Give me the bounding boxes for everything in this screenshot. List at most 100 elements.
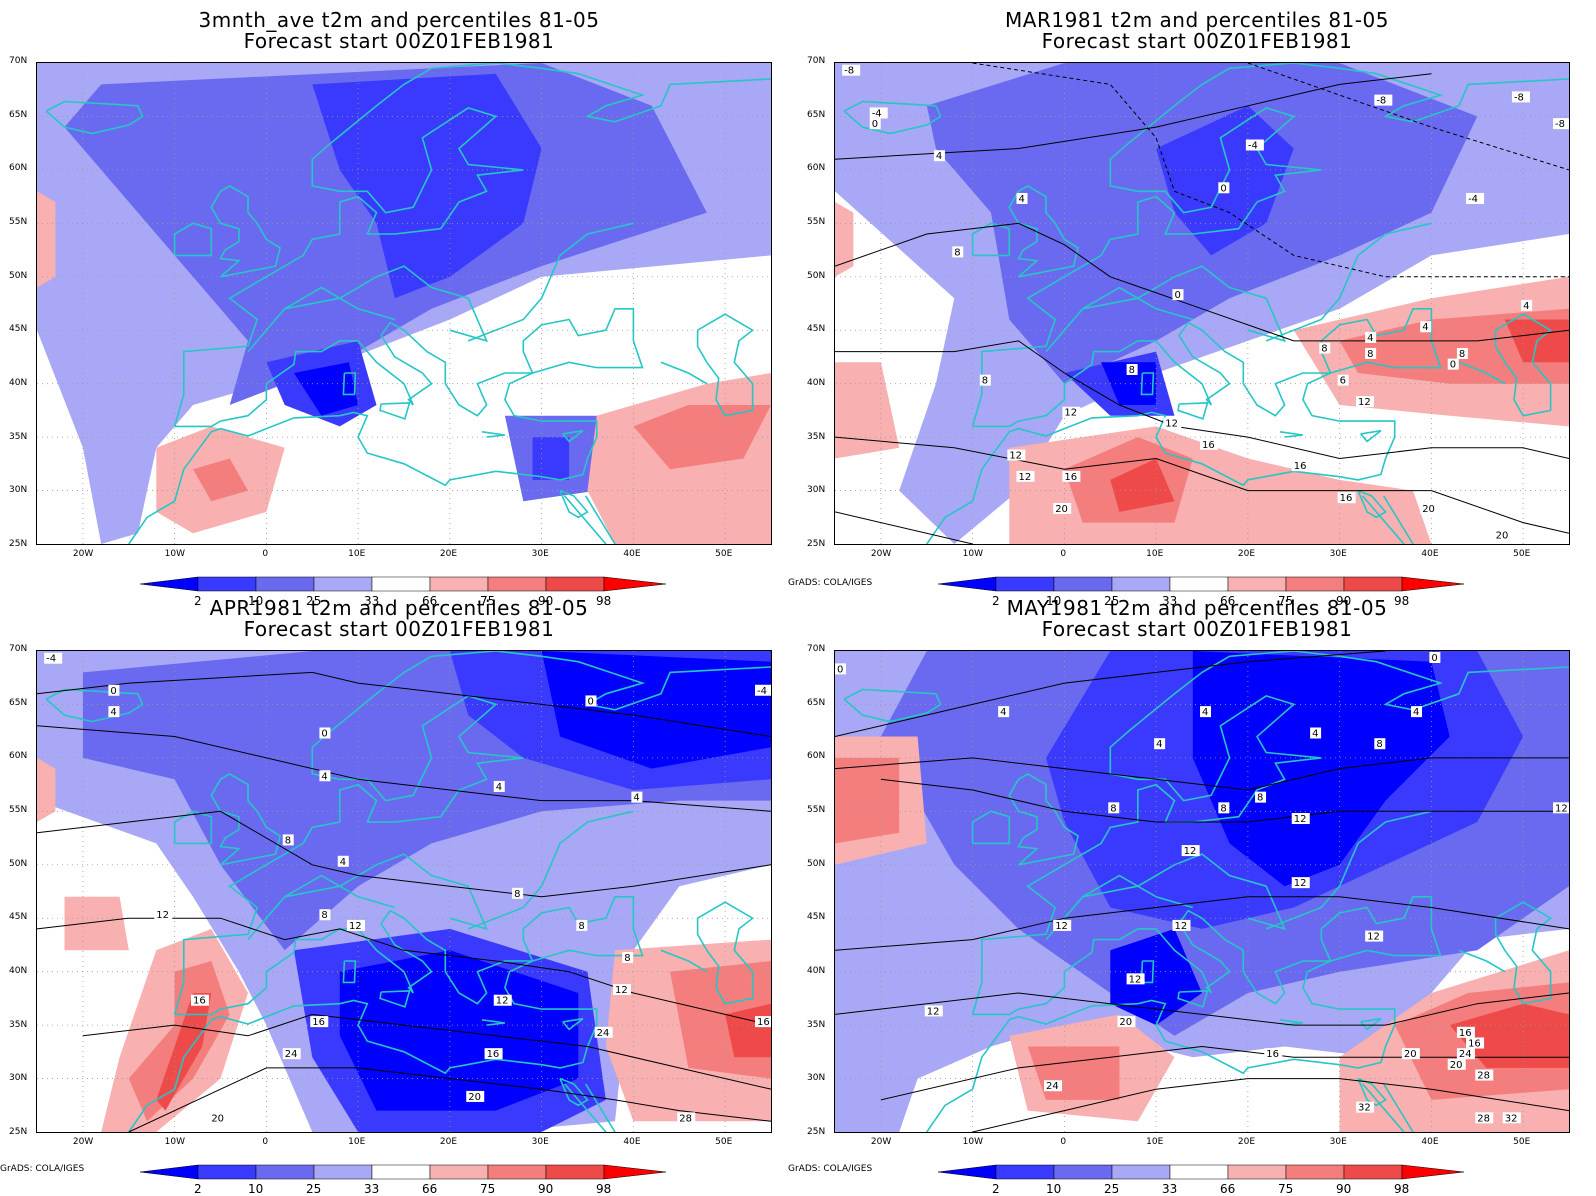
contour-label: 4 bbox=[1422, 322, 1428, 333]
contour-label-bg bbox=[1245, 139, 1264, 151]
colorbar-tick-label: 90 bbox=[538, 594, 554, 608]
colorbar-arrow-right bbox=[603, 1164, 667, 1180]
contour-label: 16 bbox=[312, 1017, 325, 1028]
contour-label: 0 bbox=[1431, 653, 1437, 664]
coastline bbox=[1360, 1017, 1382, 1031]
contour-label: 16 bbox=[193, 996, 206, 1007]
panel-3mnth-ave: 3mnth_ave t2m and percentiles 81-05 Fore… bbox=[0, 0, 798, 608]
lon-label: 20W bbox=[72, 549, 94, 559]
shade-p66 bbox=[64, 896, 129, 951]
contour-label: 4 bbox=[1367, 333, 1373, 344]
contour-labels: -4 -4 0 0 0 4 4 4 4 4 8 8 8 8 8 12 12 12 12 16 16 16 16 20 20 24 2… bbox=[44, 652, 771, 1124]
contour-label-bg bbox=[594, 1026, 613, 1038]
coastline bbox=[1265, 222, 1432, 342]
contour-label-bg bbox=[1291, 877, 1310, 889]
lon-label: 40E bbox=[623, 1137, 641, 1147]
contour-label: 8 bbox=[1321, 344, 1327, 355]
panel-subtitle: Forecast start 00Z01FEB1981 bbox=[243, 29, 555, 53]
contour-label-bg bbox=[1502, 1112, 1521, 1124]
colorbar-segment bbox=[1169, 1164, 1229, 1180]
contour-label-bg bbox=[1310, 727, 1322, 739]
coastline bbox=[696, 901, 755, 1005]
lon-label: 20E bbox=[1237, 1137, 1256, 1147]
lat-label: 50N bbox=[9, 858, 28, 869]
colorbar-arrow-left bbox=[140, 1164, 199, 1180]
contour-label-bg bbox=[1466, 1037, 1485, 1049]
contour-label: 4 bbox=[633, 793, 639, 804]
contour-label: 20 bbox=[1404, 1049, 1417, 1060]
panel-apr1981: APR1981 t2m and percentiles 81-05 Foreca… bbox=[0, 588, 798, 1196]
contour-label-bg bbox=[1456, 1048, 1475, 1060]
lon-label: 20E bbox=[439, 1137, 458, 1147]
contour-line bbox=[835, 436, 1569, 534]
contour-label-bg bbox=[1456, 347, 1468, 359]
coastline bbox=[843, 100, 942, 135]
contour-label: 8 bbox=[321, 910, 327, 921]
colorbar-segment bbox=[313, 1164, 373, 1180]
contour-label-bg bbox=[337, 855, 349, 867]
colorbar-tick-label: 10 bbox=[248, 594, 264, 608]
coastline bbox=[696, 313, 755, 417]
shade-p2 bbox=[541, 651, 771, 769]
contour-label-bg bbox=[154, 909, 173, 921]
contour-label: 4 bbox=[496, 782, 502, 793]
lat-label: 30N bbox=[807, 1073, 826, 1084]
contour-label-bg bbox=[842, 64, 861, 76]
contour-label-bg bbox=[1475, 1069, 1494, 1081]
contour-line bbox=[835, 757, 1569, 791]
coastlines bbox=[45, 651, 771, 1132]
colorbar-tick-label: 25 bbox=[1104, 1182, 1120, 1196]
colorbar bbox=[938, 576, 1465, 592]
contour-label: 16 bbox=[1468, 1038, 1481, 1049]
contour-label-bg bbox=[282, 834, 294, 846]
coastline bbox=[342, 960, 357, 984]
coastline bbox=[173, 63, 771, 427]
contour-label-bg bbox=[835, 663, 846, 675]
contour-label-bg bbox=[108, 684, 120, 696]
colorbar-tick-label: 75 bbox=[480, 594, 496, 608]
contour-label: 0 bbox=[1450, 360, 1456, 371]
coastline bbox=[481, 1019, 506, 1026]
lon-label: 10E bbox=[1146, 549, 1164, 559]
contour-label: 28 bbox=[679, 1113, 692, 1124]
lon-label: 10W bbox=[164, 549, 185, 559]
coastline bbox=[210, 772, 282, 866]
contour-label-bg bbox=[869, 118, 881, 130]
shade-p75 bbox=[193, 458, 248, 502]
lat-label: 25N bbox=[807, 539, 826, 549]
contour-line bbox=[835, 222, 1569, 342]
colorbar-tick-label: 66 bbox=[1220, 594, 1236, 608]
contour-label-bg bbox=[1117, 1016, 1136, 1028]
lon-label: 30E bbox=[531, 1137, 549, 1147]
colorbar-segment bbox=[995, 1164, 1055, 1180]
shade-p2 bbox=[293, 362, 359, 416]
coastline bbox=[562, 1017, 584, 1031]
contour-label: 20 bbox=[211, 1113, 224, 1124]
colorbar-segment bbox=[1227, 1164, 1287, 1180]
grads-credit: GrADS: COLA/IGES bbox=[788, 1164, 873, 1174]
contour-line bbox=[37, 725, 771, 812]
lon-label: 10E bbox=[348, 1137, 366, 1147]
contour-label-bg bbox=[466, 1090, 485, 1102]
lon-label: 10E bbox=[348, 549, 366, 559]
coastline bbox=[660, 949, 708, 973]
shade-p2 bbox=[1192, 651, 1450, 887]
contour-layer bbox=[835, 63, 1569, 544]
shade-p66 bbox=[835, 202, 854, 277]
contour-label: 24 bbox=[1459, 1049, 1472, 1060]
lon-label: 0 bbox=[262, 1137, 269, 1147]
lat-label: 40N bbox=[807, 966, 826, 976]
contour-label-bg bbox=[1365, 331, 1377, 343]
shade-p66 bbox=[37, 191, 56, 288]
contour-label-bg bbox=[1401, 1048, 1420, 1060]
coastline bbox=[1383, 495, 1414, 544]
gridlines bbox=[37, 651, 771, 1132]
contour-label: 8 bbox=[954, 247, 960, 258]
contour-label-bg bbox=[1447, 358, 1459, 370]
contour-label: 20 bbox=[1422, 504, 1435, 515]
contour-label-bg bbox=[1255, 791, 1267, 803]
coastline bbox=[467, 222, 634, 342]
shade-p75 bbox=[835, 757, 900, 844]
lon-label: 10E bbox=[1146, 1137, 1164, 1147]
contour-line bbox=[37, 917, 771, 1026]
